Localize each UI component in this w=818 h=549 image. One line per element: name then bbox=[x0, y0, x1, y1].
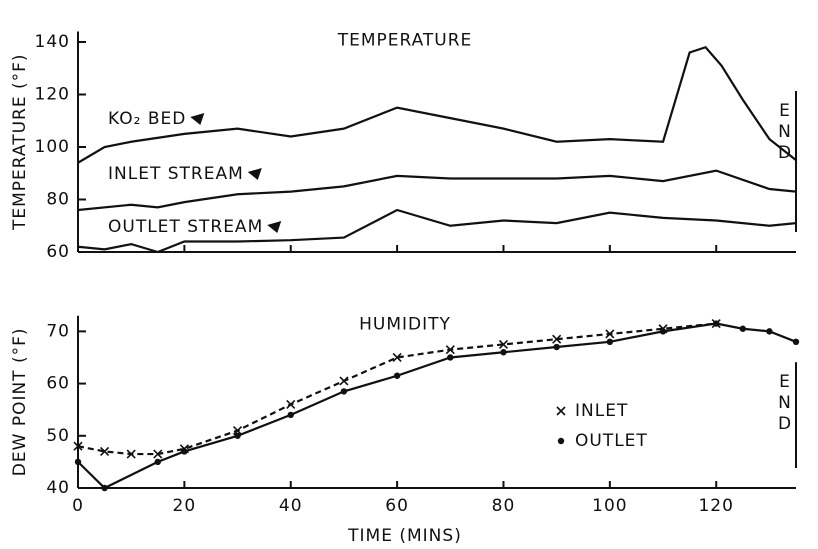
marker bbox=[553, 343, 560, 351]
chart-title: HUMIDITY bbox=[359, 315, 451, 335]
marker bbox=[340, 388, 348, 395]
marker bbox=[447, 354, 454, 361]
marker bbox=[181, 448, 188, 455]
y-tick-label: 60 bbox=[46, 374, 70, 394]
marker bbox=[552, 334, 562, 344]
series-line bbox=[77, 45, 797, 164]
y-tick-label: 140 bbox=[35, 32, 70, 52]
marker bbox=[234, 432, 241, 439]
x-tick-label: 60 bbox=[385, 496, 409, 516]
y-tick-label: 120 bbox=[35, 85, 70, 105]
marker bbox=[792, 338, 800, 346]
series-line bbox=[77, 169, 797, 212]
y-axis-label: DEW POINT (°F) bbox=[10, 327, 30, 476]
legend-label: OUTLET bbox=[575, 431, 648, 451]
chart-title: TEMPERATURE bbox=[337, 31, 473, 51]
marker bbox=[287, 411, 294, 419]
label-arrow bbox=[247, 168, 262, 180]
legend-label: INLET bbox=[575, 401, 628, 421]
marker bbox=[126, 449, 136, 459]
series-label: KO₂ BED bbox=[108, 109, 186, 129]
marker bbox=[393, 372, 401, 379]
y-tick-label: 70 bbox=[46, 321, 70, 341]
label-arrow bbox=[190, 113, 205, 125]
marker bbox=[286, 399, 296, 410]
marker bbox=[232, 426, 243, 436]
x-axis-label: TIME (MINS) bbox=[347, 526, 462, 546]
y-tick-label: 80 bbox=[46, 190, 70, 210]
marker bbox=[766, 328, 773, 335]
legend-marker bbox=[556, 406, 566, 416]
marker bbox=[739, 325, 747, 332]
marker bbox=[101, 484, 108, 492]
marker bbox=[500, 349, 507, 356]
marker bbox=[153, 449, 163, 459]
marker bbox=[339, 376, 349, 386]
series-line bbox=[77, 208, 797, 254]
y-axis-label: TEMPERATURE (°F) bbox=[10, 53, 30, 231]
x-tick-label: 40 bbox=[279, 496, 303, 516]
x-tick-label: 120 bbox=[698, 496, 733, 516]
series-line bbox=[77, 322, 797, 490]
marker bbox=[498, 339, 509, 349]
x-tick-label: 100 bbox=[592, 496, 627, 516]
y-tick-label: 50 bbox=[46, 426, 70, 446]
y-tick-label: 60 bbox=[46, 242, 70, 262]
x-tick-label: 0 bbox=[72, 496, 84, 516]
y-tick-label: 100 bbox=[35, 137, 70, 157]
marker bbox=[606, 338, 614, 346]
marker bbox=[605, 329, 615, 339]
series-label: INLET STREAM bbox=[108, 164, 244, 184]
y-tick-label: 40 bbox=[46, 478, 70, 498]
x-tick-label: 20 bbox=[173, 496, 197, 516]
x-tick-label: 80 bbox=[492, 496, 516, 516]
marker bbox=[392, 352, 402, 363]
label-arrow bbox=[267, 221, 282, 233]
series-label: OUTLET STREAM bbox=[108, 217, 263, 237]
marker bbox=[154, 458, 161, 466]
marker bbox=[713, 320, 720, 327]
marker bbox=[73, 441, 83, 451]
marker bbox=[445, 345, 455, 355]
marker bbox=[74, 458, 82, 466]
legend-marker bbox=[557, 437, 565, 445]
marker bbox=[659, 328, 667, 335]
marker bbox=[100, 446, 110, 457]
